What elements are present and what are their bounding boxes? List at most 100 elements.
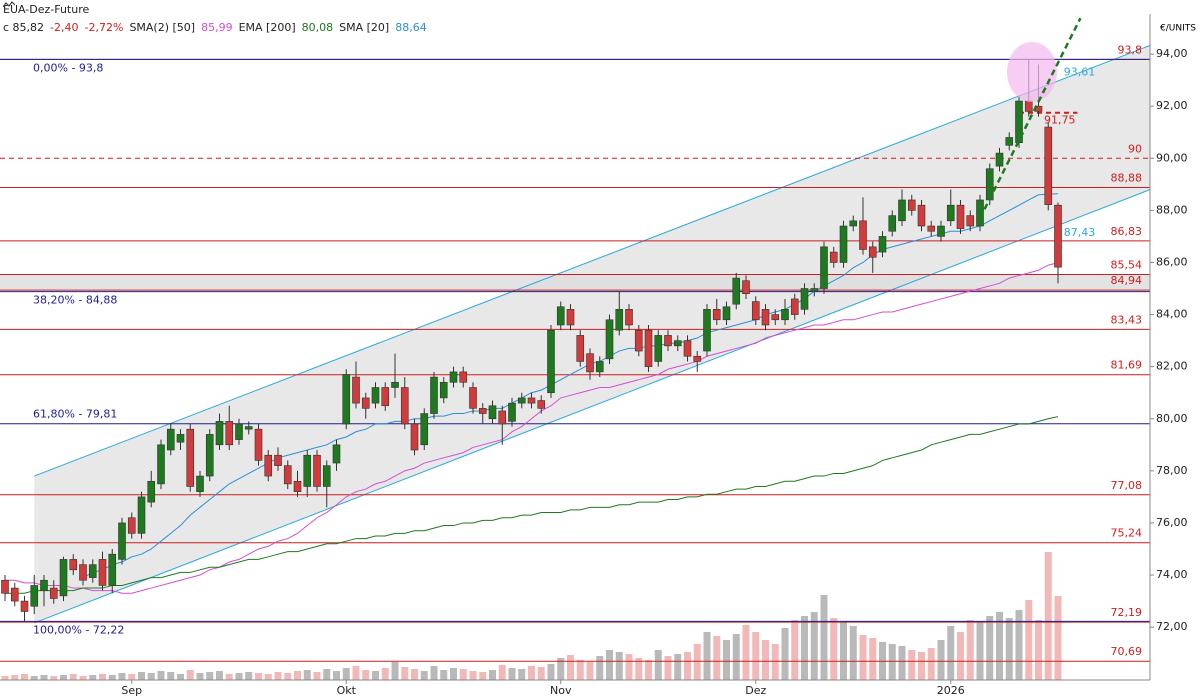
volume-bar: [966, 620, 974, 680]
candle-body: [244, 426, 253, 430]
candle-body: [147, 480, 156, 503]
volume-bar: [888, 644, 896, 680]
volume-bar: [225, 674, 233, 680]
volume-bar: [927, 648, 935, 680]
volume-bar: [664, 656, 672, 680]
candle-body: [20, 600, 29, 612]
volume-bar: [654, 650, 662, 680]
volume-bar: [167, 672, 175, 680]
candle-body: [722, 306, 731, 321]
candle-body: [137, 496, 146, 534]
candle-body: [937, 225, 945, 237]
level-label: 86,83: [1111, 225, 1143, 238]
candle-body: [829, 251, 838, 263]
candle-body: [839, 225, 848, 263]
volume-bar: [518, 669, 526, 680]
candle-body: [849, 220, 858, 227]
x-tick-label: 2026: [937, 684, 965, 697]
volume-bar: [411, 669, 418, 680]
candle-body: [790, 298, 799, 315]
candle-body: [469, 387, 477, 409]
candle-body: [771, 314, 780, 321]
candle-body: [644, 329, 653, 367]
candle-body: [878, 236, 887, 253]
volume-bar: [713, 636, 721, 680]
candle-body: [976, 199, 984, 227]
candle-body: [1, 579, 9, 594]
value-annotation: 87,43: [1064, 226, 1096, 239]
candle-body: [556, 306, 565, 326]
candle-body: [527, 397, 536, 404]
volume-bar: [342, 668, 350, 680]
volume-bar: [947, 626, 955, 680]
volume-bar: [801, 616, 808, 680]
volume-bar: [177, 674, 184, 680]
candle-body: [352, 376, 360, 404]
candle-body: [956, 204, 965, 229]
volume-bar: [635, 658, 643, 680]
level-label: 77,08: [1111, 479, 1143, 492]
volume-bar: [206, 672, 214, 680]
level-label: 75,24: [1111, 527, 1143, 540]
volume-bar: [791, 620, 799, 680]
x-tick-label: Nov: [550, 684, 572, 697]
volume-bar: [547, 664, 555, 680]
candle-body: [751, 301, 760, 321]
legend-name: SMA(2) [50]: [129, 21, 196, 34]
candle-body: [342, 374, 351, 425]
candle-body: [566, 309, 575, 326]
change: -2,40: [50, 21, 79, 34]
candle-body: [30, 585, 39, 607]
candle-body: [313, 454, 321, 487]
candle-body: [49, 587, 58, 599]
candle-body: [59, 559, 68, 597]
y-tick-label: 88,00: [1156, 203, 1188, 216]
value-annotation: 93,61: [1064, 65, 1096, 78]
y-tick-label: 92,00: [1156, 99, 1188, 112]
candle-body: [703, 309, 711, 352]
candle-body: [196, 475, 204, 492]
volume-bar: [820, 595, 828, 680]
legend: c 85,82 -2,40 -2,72% SMA(2) [50] 85,99 EMA…: [3, 1, 427, 37]
zone: [0, 274, 1150, 291]
volume-bar: [918, 652, 925, 680]
legend-value: 88,64: [395, 21, 427, 34]
fib-label: 0,00% - 93,8: [33, 61, 103, 74]
volume-bar: [352, 666, 360, 680]
candle-body: [810, 288, 819, 292]
candle-body: [371, 387, 380, 404]
fib-label: 38,20% - 84,88: [33, 294, 117, 307]
volume-bar: [381, 668, 389, 680]
candle-body: [664, 335, 672, 347]
candle-body: [420, 413, 429, 446]
volume-bar: [21, 674, 28, 680]
candle-body: [732, 277, 741, 305]
volume-bar: [1035, 620, 1042, 680]
candle-body: [176, 434, 185, 443]
ma-line: [5, 416, 1059, 594]
volume-bar: [645, 660, 652, 680]
candle-body: [781, 309, 789, 321]
volume-bar: [976, 622, 984, 680]
volume-bar: [596, 656, 604, 680]
y-tick-label: 72,00: [1156, 620, 1188, 633]
volume-bar: [313, 672, 321, 680]
volume-bar: [869, 638, 877, 680]
volume-bar: [274, 672, 282, 680]
ma-line: [82, 193, 1059, 579]
volume-bar: [1, 676, 9, 680]
legend-icon: [3, 1, 15, 8]
candle-body: [654, 335, 663, 362]
candle-body: [517, 397, 526, 404]
volume-bar: [89, 675, 97, 680]
x-tick-label: Okt: [337, 684, 357, 697]
volume-bar: [859, 635, 867, 680]
candle-body: [157, 444, 165, 485]
volume-bar: [401, 667, 409, 680]
candle-body: [898, 199, 906, 222]
candle-body: [293, 480, 302, 492]
candle-body: [215, 421, 224, 446]
plot-area: [0, 44, 1150, 680]
volume-bar: [606, 650, 613, 680]
